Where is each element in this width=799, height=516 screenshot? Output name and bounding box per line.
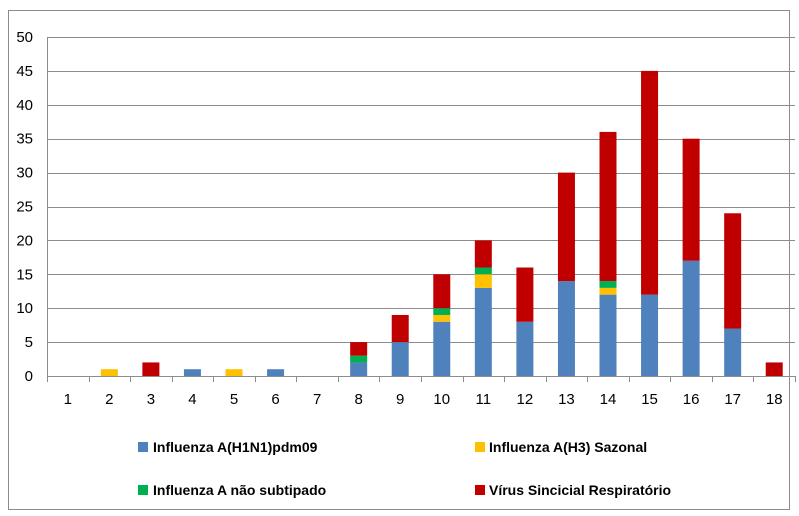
bar-segment <box>474 287 492 376</box>
bar-segment <box>557 172 575 282</box>
bar-segment <box>100 369 118 376</box>
x-tick-label: 8 <box>354 391 362 408</box>
x-tick-label: 17 <box>724 391 741 408</box>
bar-segment <box>599 131 617 282</box>
y-tick-label: 50 <box>16 29 33 46</box>
bar-segment <box>391 342 409 376</box>
legend-swatch <box>475 442 485 452</box>
bar-segment <box>474 274 492 288</box>
y-tick-label: 20 <box>16 232 33 249</box>
bar-segment <box>350 362 368 376</box>
legend-item: Influenza A(H3) Sazonal <box>475 439 647 455</box>
bar-segment <box>225 369 243 376</box>
bar-segment <box>599 294 617 376</box>
bar-segment <box>682 260 700 376</box>
y-tick-label: 0 <box>25 368 33 385</box>
legend-label: Influenza A não subtipado <box>153 482 326 498</box>
legend-swatch <box>138 442 148 452</box>
bar-segment <box>516 321 534 376</box>
bar-segment <box>142 362 160 376</box>
bar-segment <box>641 70 659 295</box>
x-tick-label: 11 <box>476 391 492 408</box>
x-tick-label: 14 <box>600 391 617 408</box>
bar-segment <box>516 267 534 322</box>
bar-segment <box>724 328 742 376</box>
x-tick-label: 2 <box>105 391 113 408</box>
x-tick-label: 10 <box>433 391 450 408</box>
bar-segment <box>682 138 700 261</box>
x-tick-label: 13 <box>558 391 575 408</box>
bar-segment <box>267 369 285 376</box>
y-tick-label: 35 <box>16 131 33 148</box>
legend-item: Influenza A(H1N1)pdm09 <box>138 439 318 455</box>
axes <box>47 37 796 382</box>
chart-frame <box>8 10 790 510</box>
bar-segment <box>474 267 492 275</box>
legend-swatch <box>138 485 148 495</box>
x-tick-label: 9 <box>396 391 404 408</box>
x-tick-label: 12 <box>517 391 534 408</box>
bar-segment <box>391 314 409 343</box>
y-tick-label: 10 <box>16 300 33 317</box>
legend-label: Vírus Sincicial Respiratório <box>489 482 671 498</box>
x-tick-label: 6 <box>271 391 279 408</box>
bar-segment <box>474 240 492 268</box>
bar-segment <box>350 342 368 356</box>
y-tick-label: 25 <box>16 199 33 216</box>
legend-label: Influenza A(H3) Sazonal <box>489 439 647 455</box>
y-tick-label: 5 <box>25 334 33 351</box>
legend-item: Vírus Sincicial Respiratório <box>475 482 671 498</box>
x-tick-label: 3 <box>147 391 155 408</box>
legend-swatch <box>475 485 485 495</box>
x-tick-label: 18 <box>766 391 783 408</box>
bar-segment <box>183 369 201 376</box>
x-tick-label: 4 <box>188 391 196 408</box>
bar-segment <box>641 294 659 376</box>
bars <box>100 70 783 376</box>
x-tick-label: 7 <box>313 391 321 408</box>
bar-segment <box>433 314 451 322</box>
x-tick-label: 16 <box>683 391 700 408</box>
bar-segment <box>350 355 368 363</box>
bar-segment <box>433 308 451 315</box>
x-tick-label: 15 <box>641 391 658 408</box>
gridlines <box>47 37 795 343</box>
x-axis-tick-labels: 1 2 3 4 5 6 7 8 9 10 11 12 13 14 15 16 17 18 <box>64 391 783 408</box>
legend-item: Influenza A não subtipado <box>138 482 326 498</box>
bar-segment <box>599 287 617 295</box>
bar-segment <box>433 321 451 376</box>
bar-segment <box>433 274 451 309</box>
y-tick-label: 15 <box>16 266 33 283</box>
bar-segment <box>557 281 575 376</box>
legend-label: Influenza A(H1N1)pdm09 <box>153 439 318 455</box>
bar-segment <box>765 362 783 376</box>
bar-segment <box>599 281 617 288</box>
y-axis-tick-labels: 0 5 10 15 20 25 30 35 40 45 50 <box>16 29 33 385</box>
y-tick-label: 30 <box>16 165 33 182</box>
bar-segment <box>724 213 742 329</box>
y-tick-label: 45 <box>16 63 33 80</box>
y-tick-label: 40 <box>16 97 33 114</box>
x-tick-label: 5 <box>230 391 238 408</box>
x-tick-label: 1 <box>64 391 72 408</box>
legend: Influenza A(H1N1)pdm09 Influenza A(H3) S… <box>138 439 671 498</box>
